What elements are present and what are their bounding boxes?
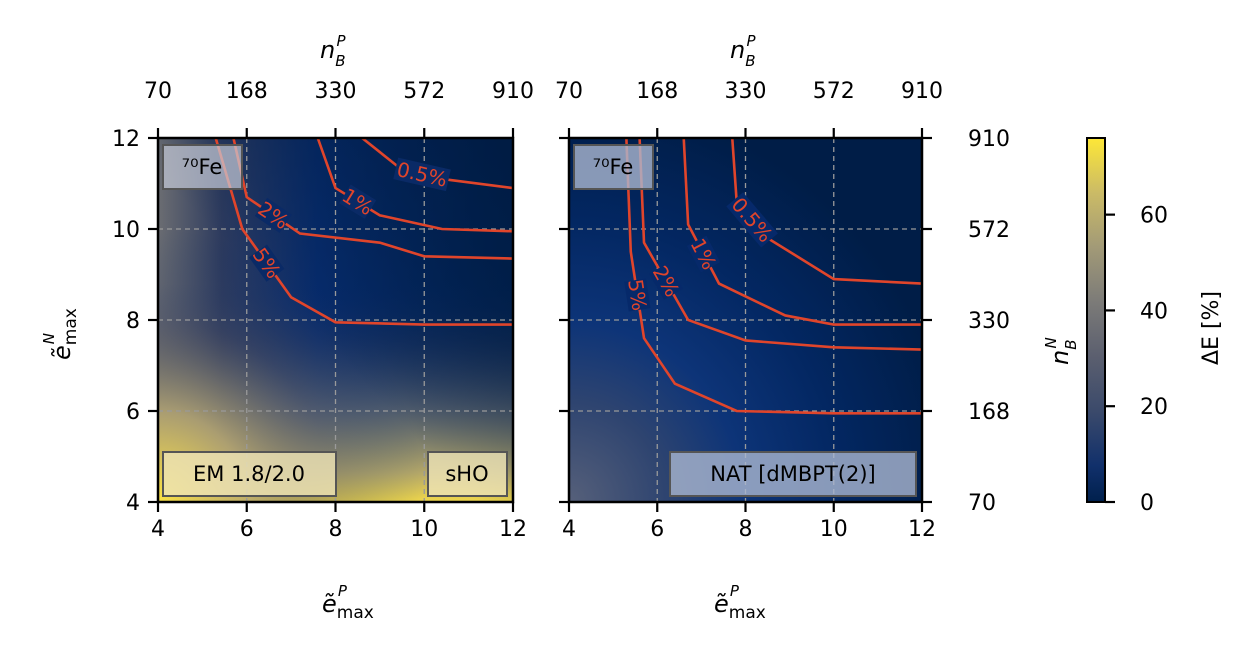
contour-label-gap [339,184,377,219]
contour-label-gap [249,244,285,282]
right-interaction-label: NAT [dMBPT(2)] [710,462,875,486]
top-tick-label: 168 [636,79,678,104]
left-top-xlabel: nBP [320,32,347,70]
right-tick-label: 70 [968,491,996,516]
left-interaction-label: EM 1.8/2.0 [193,462,305,486]
right-right-ticks: 70 168 330 572 910 [922,127,1010,516]
right-tick-label: 168 [968,400,1010,425]
left-nucleus-label: ⁷⁰Fe [182,155,223,179]
contour-label-gap [649,262,684,300]
contour-line [682,138,922,326]
contour-line [232,138,513,260]
left-xlabel: ẽmaxP [322,582,374,623]
x-tick-label: 8 [739,517,753,542]
contour-line [214,138,513,326]
left-grid [158,138,513,502]
x-tick-label: 4 [562,517,576,542]
colorbar-tick-label: 40 [1140,299,1168,324]
top-tick-label: 70 [555,79,583,104]
contour-label-gap [254,197,292,233]
y-tick-label: 10 [112,218,140,243]
top-tick-label: 910 [492,79,534,104]
y-tick-label: 6 [126,400,140,425]
contour-label: 5% [623,277,652,312]
left-ylabel: ẽmaxN [40,308,81,360]
top-tick-label: 330 [315,79,357,104]
right-xlabel: ẽmaxP [714,582,766,623]
right-panel: 0.5%1%2%5% 4 6 8 10 12 70 168 330 572 910 701683… [555,32,1080,623]
colorbar-tick-label: 0 [1140,491,1154,516]
contour-label-gap [686,235,721,273]
y-tick-label: 12 [112,127,140,152]
right-nucleus-label: ⁷⁰Fe [593,155,634,179]
top-tick-label: 572 [813,79,855,104]
colorbar: 0 20 40 60 ΔE [%] [1086,137,1224,516]
top-tick-label: 330 [725,79,767,104]
top-tick-label: 168 [226,79,268,104]
left-y-ticks: 4 6 8 10 12 [112,127,158,516]
x-tick-label: 12 [499,517,527,542]
right-tick-label: 330 [968,309,1010,334]
colorbar-tick-label: 20 [1140,395,1168,420]
colorbar-ticks: 0 20 40 60 [1105,204,1168,516]
contour-label-gap [624,278,651,312]
x-tick-label: 4 [151,517,165,542]
colorbar-tick-label: 60 [1140,204,1168,229]
contour-label-gap [726,192,778,248]
colorbar-gradient [1086,137,1106,503]
x-tick-label: 6 [240,517,254,542]
right-tick-label: 910 [968,127,1010,152]
x-tick-label: 10 [410,517,438,542]
top-tick-label: 70 [144,79,172,104]
left-bottom-ticks: 4 6 8 10 12 [151,502,527,542]
right-interaction-box: NAT [dMBPT(2)] [669,451,917,497]
left-basis-box: sHO [427,451,508,497]
top-tick-label: 910 [901,79,943,104]
y-tick-label: 8 [126,309,140,334]
right-grid [569,138,922,502]
left-nucleus-box: ⁷⁰Fe [162,144,243,190]
y-tick-label: 4 [126,491,140,516]
contour-line [316,138,513,233]
right-top-ticks: 70 168 330 572 910 [555,79,943,138]
right-bottom-ticks: 4 6 8 10 12 [562,502,936,542]
right-nucleus-box: ⁷⁰Fe [573,144,654,190]
x-tick-label: 10 [820,517,848,542]
x-tick-label: 6 [650,517,664,542]
contour-line [638,138,922,351]
right-left-ticks [559,136,569,504]
left-basis-label: sHO [445,462,488,486]
contour-label-gap [393,157,451,192]
colorbar-label: ΔE [%] [1199,291,1224,365]
top-tick-label: 572 [403,79,445,104]
contour-line [625,138,922,415]
x-tick-label: 12 [908,517,936,542]
left-top-ticks: 70 168 330 572 910 [144,79,534,138]
x-tick-label: 8 [329,517,343,542]
left-interaction-box: EM 1.8/2.0 [162,451,337,497]
right-tick-label: 572 [968,218,1010,243]
right-top-xlabel: nBP [730,32,757,70]
right-ylabel: nBN [1042,337,1080,365]
